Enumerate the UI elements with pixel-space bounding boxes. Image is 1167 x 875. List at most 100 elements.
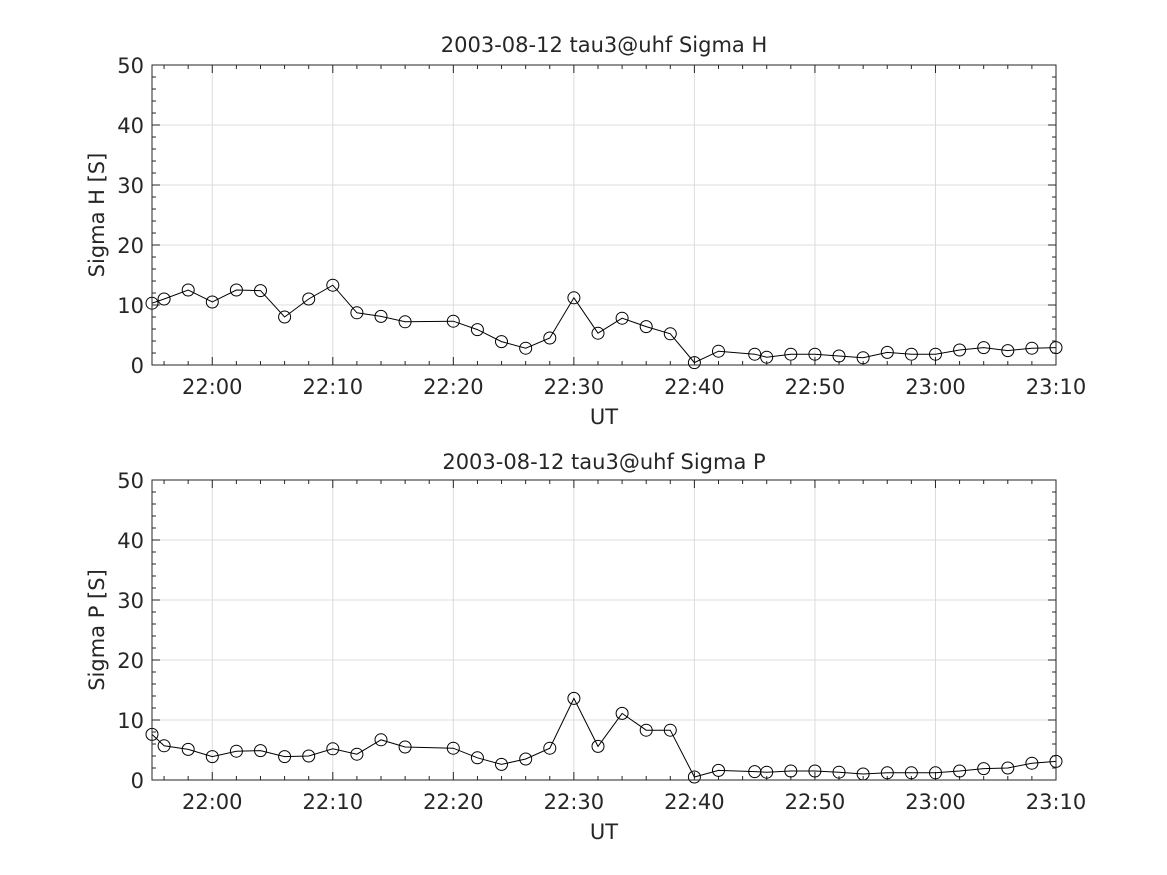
- data-point-marker: [663, 327, 677, 341]
- data-point-marker: [591, 739, 605, 753]
- data-point-marker: [591, 326, 605, 340]
- data-point-marker: [687, 770, 701, 784]
- y-tick-label: 10: [117, 709, 144, 733]
- data-point-marker: [543, 331, 557, 345]
- data-point-marker: [254, 744, 267, 758]
- data-point-marker: [446, 741, 460, 755]
- y-tick-label: 50: [117, 469, 144, 493]
- data-point-marker: [326, 278, 340, 292]
- data-point-marker: [374, 733, 388, 747]
- x-tick-label: 23:00: [905, 790, 966, 814]
- data-point-marker: [748, 347, 762, 361]
- data-point-marker: [929, 766, 942, 780]
- data-point-marker: [615, 311, 629, 325]
- data-point-marker: [302, 292, 316, 306]
- y-tick-label: 30: [117, 174, 144, 198]
- data-point-marker: [663, 723, 677, 737]
- data-point-marker: [712, 344, 725, 358]
- x-tick-label: 22:00: [182, 375, 243, 399]
- data-point-marker: [977, 762, 991, 776]
- data-point-marker: [229, 744, 243, 758]
- data-point-marker: [953, 343, 967, 357]
- y-tick-label: 40: [117, 114, 144, 138]
- data-point-marker: [929, 347, 942, 361]
- x-tick-label: 22:20: [423, 790, 484, 814]
- data-point-marker: [832, 765, 846, 779]
- data-point-marker: [398, 315, 412, 329]
- data-point-marker: [157, 292, 171, 306]
- y-tick-label: 50: [117, 54, 144, 78]
- axes-box: [151, 479, 1057, 781]
- y-tick-labels: 0 10 20 30 40 50: [117, 54, 144, 378]
- data-point-marker: [302, 749, 316, 763]
- chart-title: 2003-08-12 tau3@uhf Sigma P: [442, 450, 765, 474]
- data-point-marker: [254, 284, 267, 298]
- data-point-marker: [278, 750, 292, 764]
- data-point-marker: [760, 765, 774, 779]
- data-point-marker: [639, 723, 653, 737]
- data-point-marker: [904, 766, 918, 780]
- data-point-marker: [519, 752, 533, 766]
- data-point-marker: [784, 347, 798, 361]
- data-point-marker: [567, 291, 581, 305]
- data-point-marker: [350, 747, 364, 761]
- data-point-marker: [205, 295, 219, 309]
- axes-box: [151, 64, 1057, 366]
- y-tick-label: 20: [117, 649, 144, 673]
- plot-area: [152, 65, 1056, 365]
- data-point-marker: [495, 757, 508, 771]
- x-axis-label: UT: [590, 820, 618, 844]
- data-point-marker: [687, 356, 701, 370]
- x-tick-label: 22:00: [182, 790, 243, 814]
- data-point-marker: [229, 283, 243, 297]
- data-point-marker: [808, 764, 822, 778]
- data-point-marker: [1025, 756, 1039, 770]
- data-point-marker: [953, 764, 967, 778]
- x-tick-label: 23:10: [1026, 375, 1087, 399]
- data-point-marker: [615, 706, 629, 720]
- data-point-marker: [470, 323, 484, 337]
- y-tick-labels: 0 10 20 30 40 50: [117, 469, 144, 793]
- data-point-marker: [543, 741, 557, 755]
- data-point-marker: [1025, 341, 1039, 355]
- y-tick-label: 0: [131, 769, 144, 793]
- data-point-marker: [880, 766, 894, 780]
- data-point-marker: [446, 314, 460, 328]
- x-tick-label: 22:10: [303, 375, 364, 399]
- data-point-marker: [205, 750, 219, 764]
- series-line: [151, 284, 1057, 364]
- data-point-marker: [639, 320, 653, 334]
- y-tick-label: 40: [117, 529, 144, 553]
- data-point-marker: [181, 283, 195, 297]
- x-tick-label: 22:30: [544, 790, 605, 814]
- data-point-marker: [1001, 761, 1015, 775]
- x-tick-label: 22:30: [544, 375, 605, 399]
- data-point-marker: [760, 350, 774, 364]
- data-point-marker: [567, 691, 581, 705]
- data-point-marker: [856, 351, 870, 365]
- data-point-marker: [350, 306, 364, 320]
- x-tick-label: 22:10: [303, 790, 364, 814]
- data-point-marker: [1001, 344, 1015, 358]
- data-point-marker: [398, 740, 412, 754]
- data-point-marker: [470, 751, 484, 765]
- y-tick-label: 20: [117, 234, 144, 258]
- y-axis-label: Sigma H [S]: [85, 153, 109, 278]
- data-point-marker: [157, 739, 171, 753]
- data-series: [145, 691, 1063, 784]
- x-axis-label: UT: [590, 405, 618, 429]
- x-tick-label: 23:10: [1026, 790, 1087, 814]
- data-point-marker: [374, 309, 388, 323]
- x-tick-label: 22:40: [664, 375, 725, 399]
- series-line: [151, 697, 1057, 778]
- minor-ticks: [152, 64, 1057, 366]
- data-point-marker: [495, 335, 508, 349]
- y-tick-label: 30: [117, 589, 144, 613]
- data-series: [145, 278, 1063, 370]
- data-point-marker: [326, 742, 340, 756]
- y-tick-label: 10: [117, 294, 144, 318]
- data-point-marker: [519, 341, 533, 355]
- x-tick-label: 22:50: [785, 375, 846, 399]
